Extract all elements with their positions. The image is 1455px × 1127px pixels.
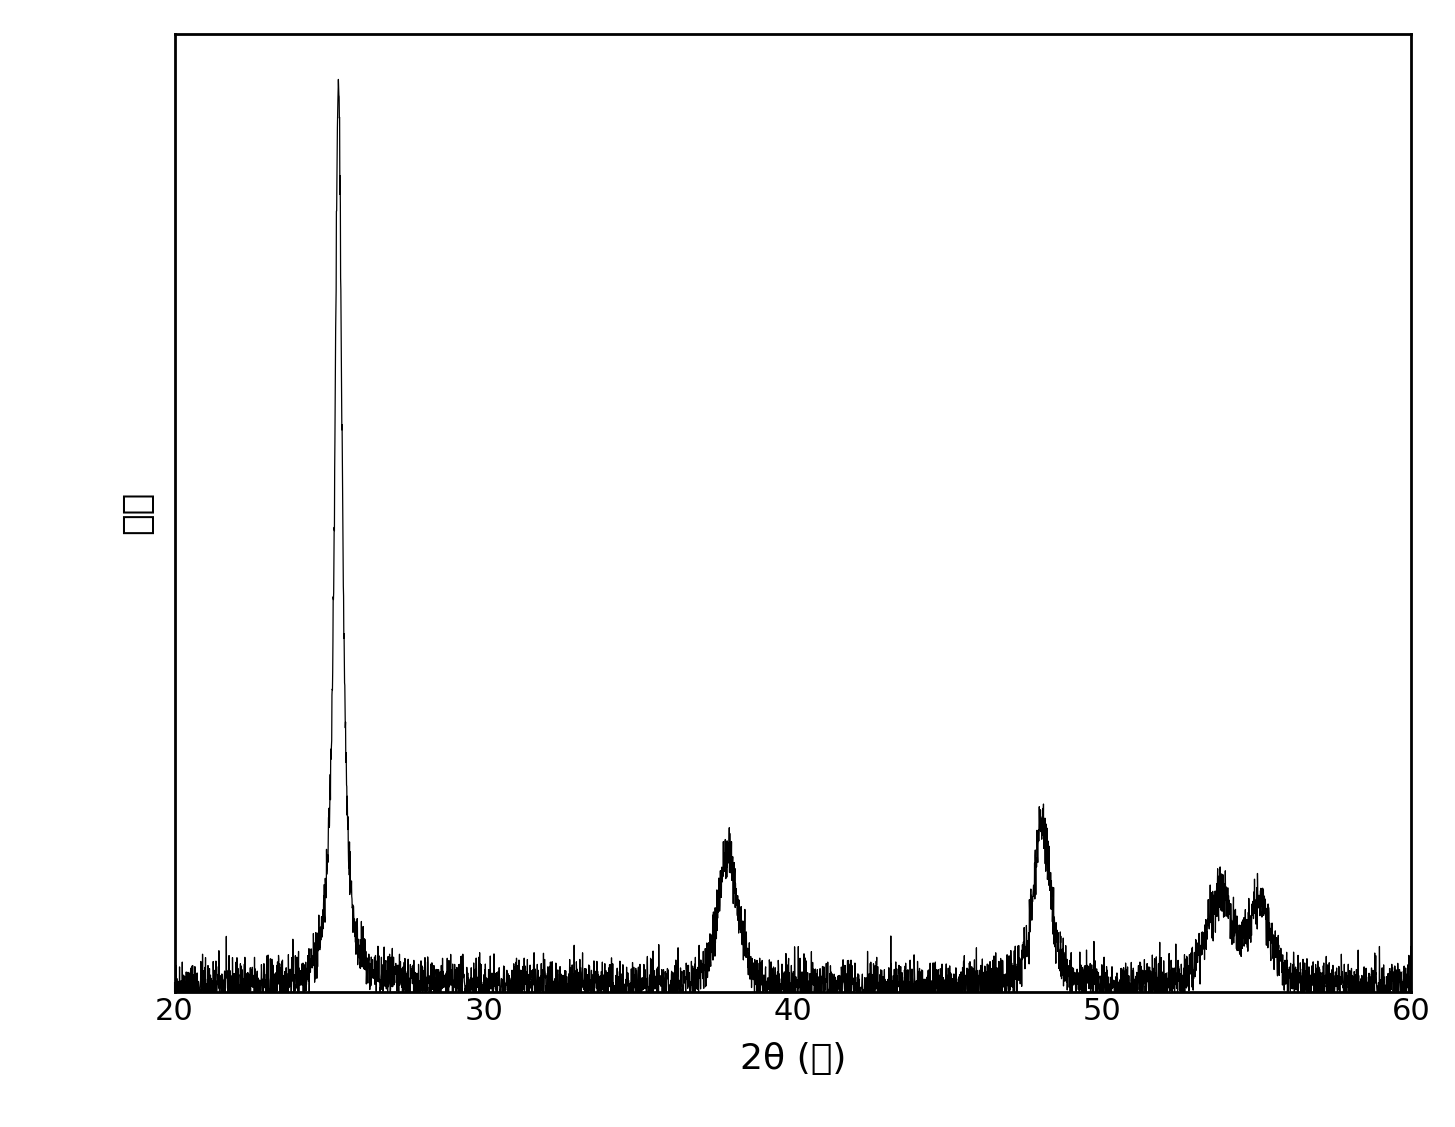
X-axis label: 2θ (度): 2θ (度) [739,1042,847,1076]
Y-axis label: 强度: 强度 [119,491,154,534]
